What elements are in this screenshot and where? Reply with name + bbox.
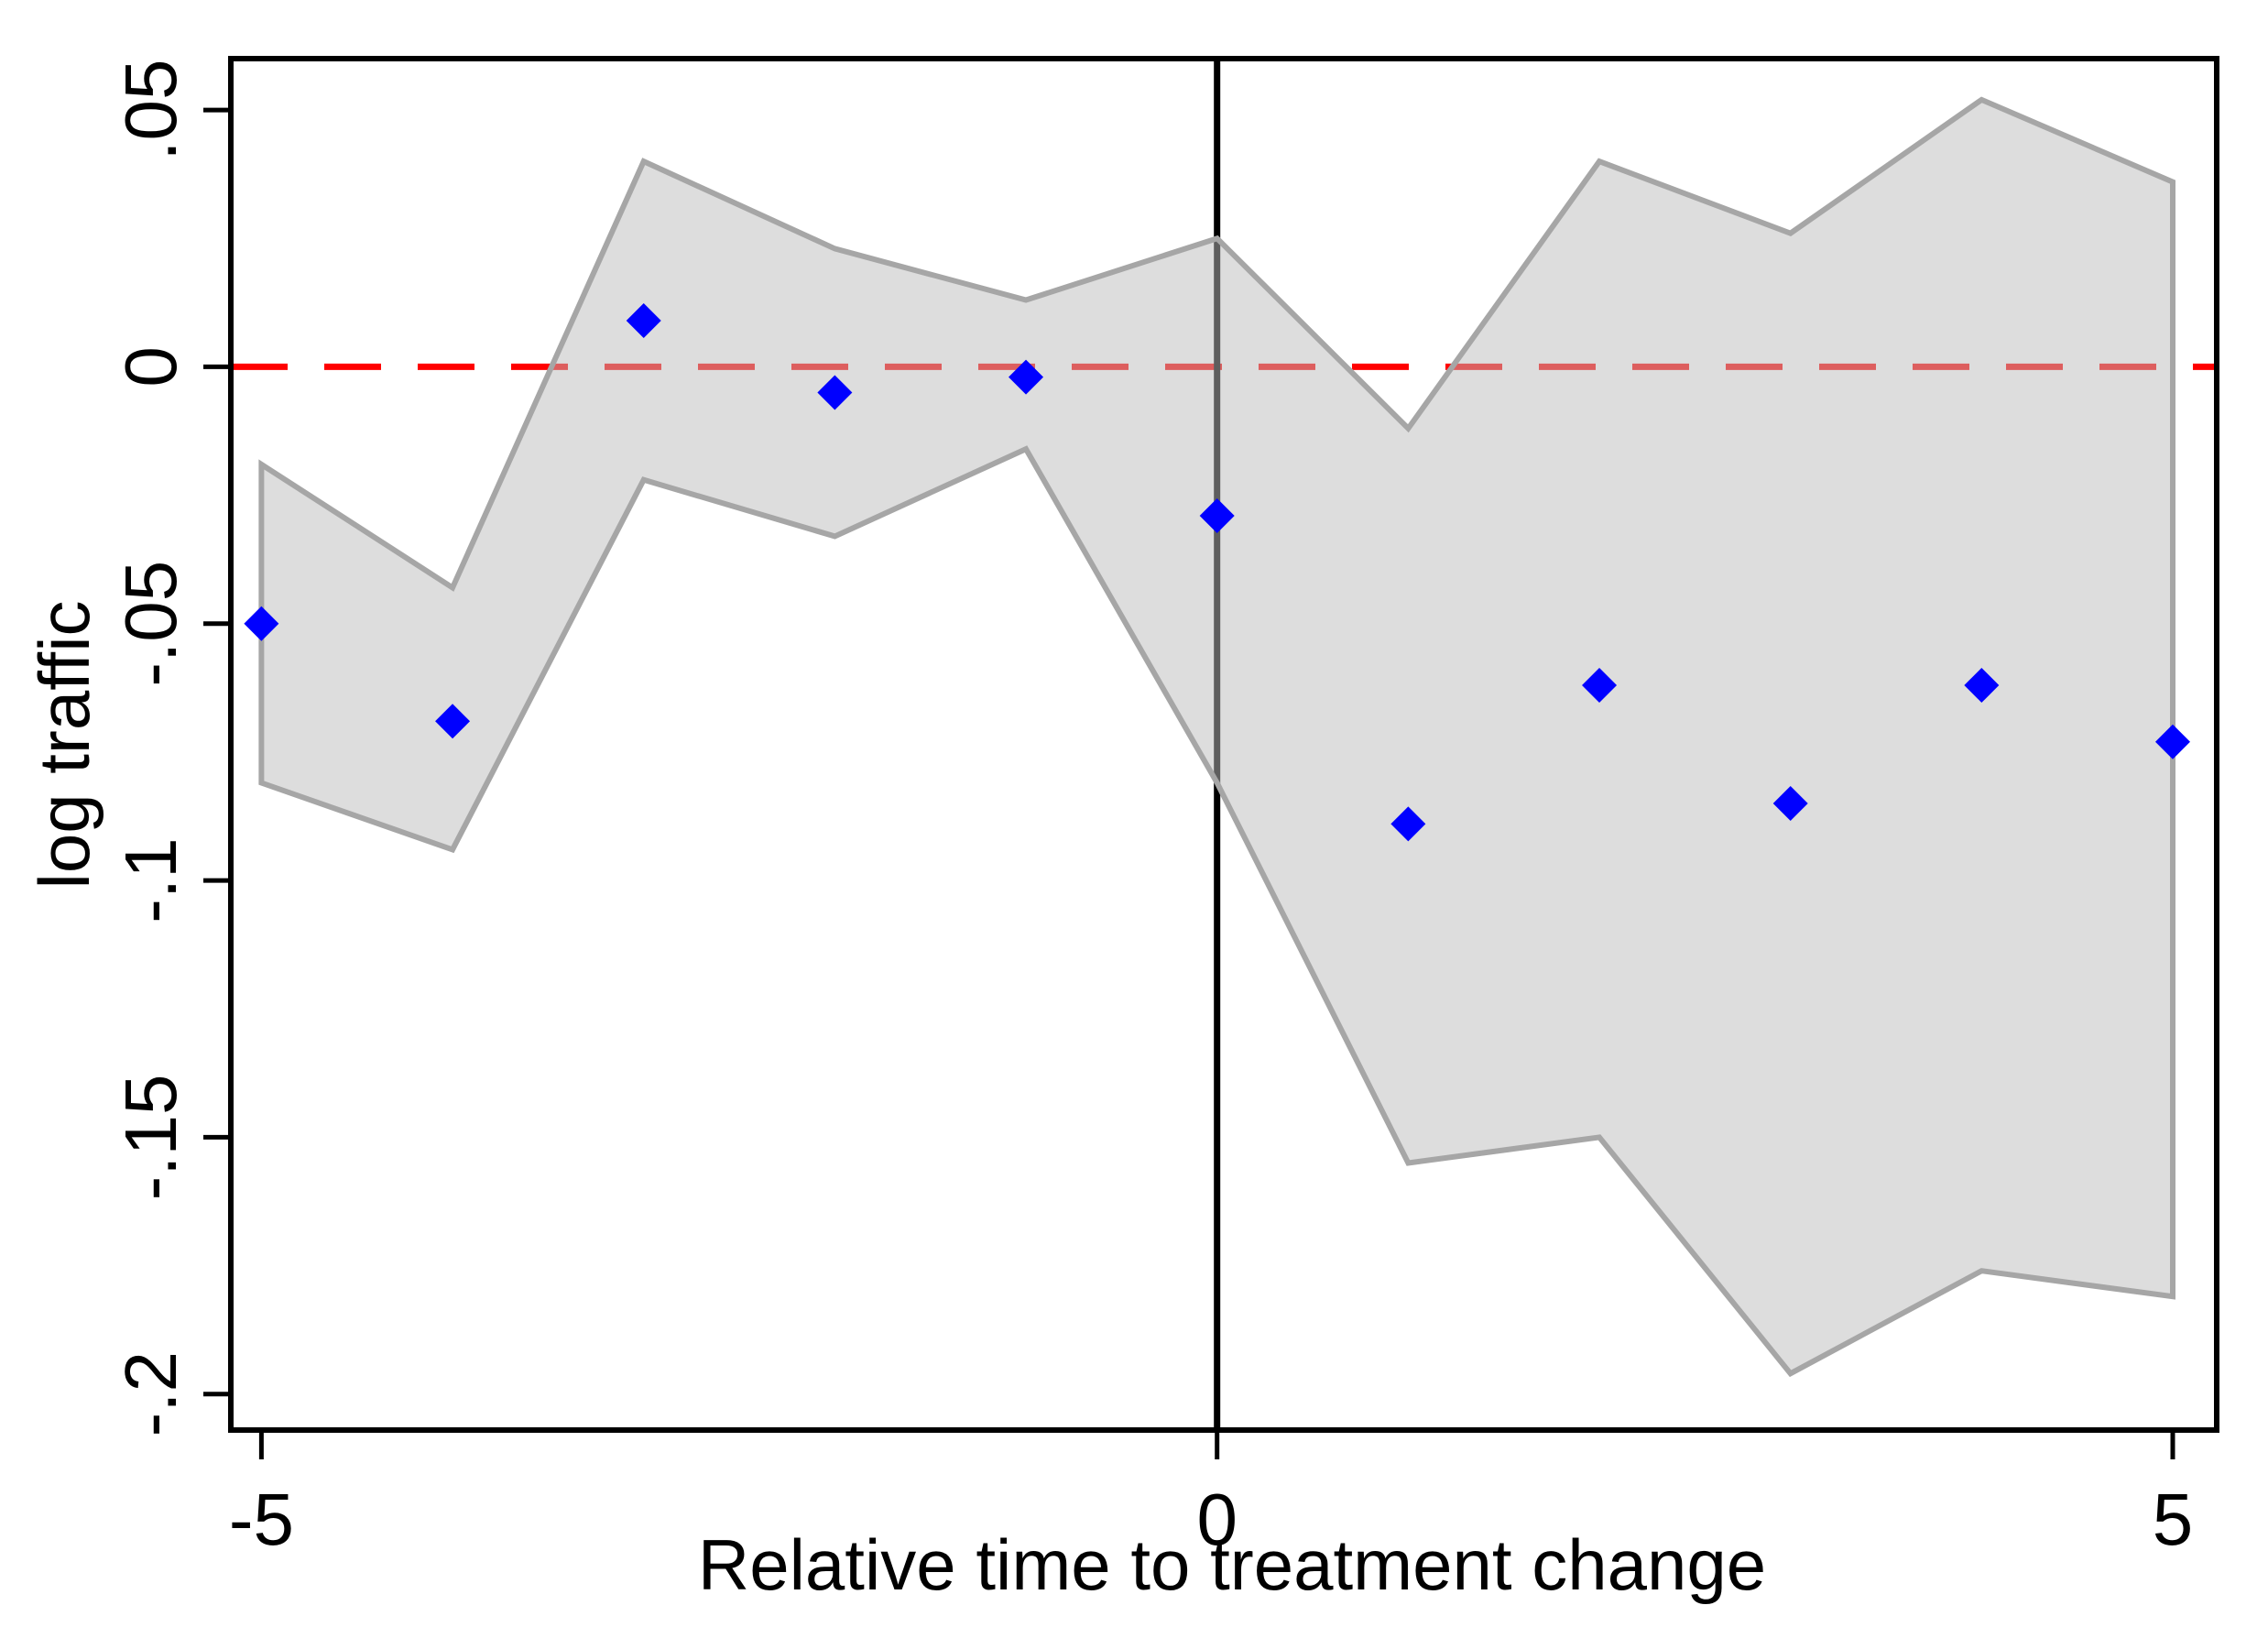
x-tick-label: 0 [1196, 1479, 1238, 1560]
data-point-diamond [1199, 498, 1235, 533]
y-tick-label: 0 [110, 346, 191, 388]
data-point-diamond [244, 606, 279, 641]
y-tick-label: -.15 [110, 1074, 191, 1200]
data-point-diamond [1964, 668, 2000, 704]
y-tick-label: -.2 [110, 1351, 191, 1436]
data-point-diamond [626, 302, 661, 338]
y-tick-label: -.05 [110, 561, 191, 687]
chart-layers: .05 0 -.05 -.1 -.15 -.2 -5 0 5 [110, 56, 2219, 1560]
x-axis-title: Relative time to treatment change [698, 1524, 1766, 1605]
plot-border [228, 56, 2219, 1433]
data-point-diamond [2155, 724, 2191, 759]
ci-band [258, 96, 2176, 1378]
y-axis-title: log traffic [24, 600, 104, 889]
y-tick-label: -.1 [110, 837, 191, 923]
data-point-diamond [1390, 806, 1426, 842]
y-tick-label: .05 [110, 59, 191, 160]
data-point-diamond [1772, 785, 1808, 821]
x-tick-label: 5 [2153, 1479, 2194, 1560]
data-point-diamond [1009, 359, 1044, 395]
data-point-diamond [1582, 668, 1618, 704]
data-point-diamond [817, 375, 853, 410]
data-point-diamond [435, 704, 471, 739]
x-tick-label: -5 [229, 1479, 294, 1560]
